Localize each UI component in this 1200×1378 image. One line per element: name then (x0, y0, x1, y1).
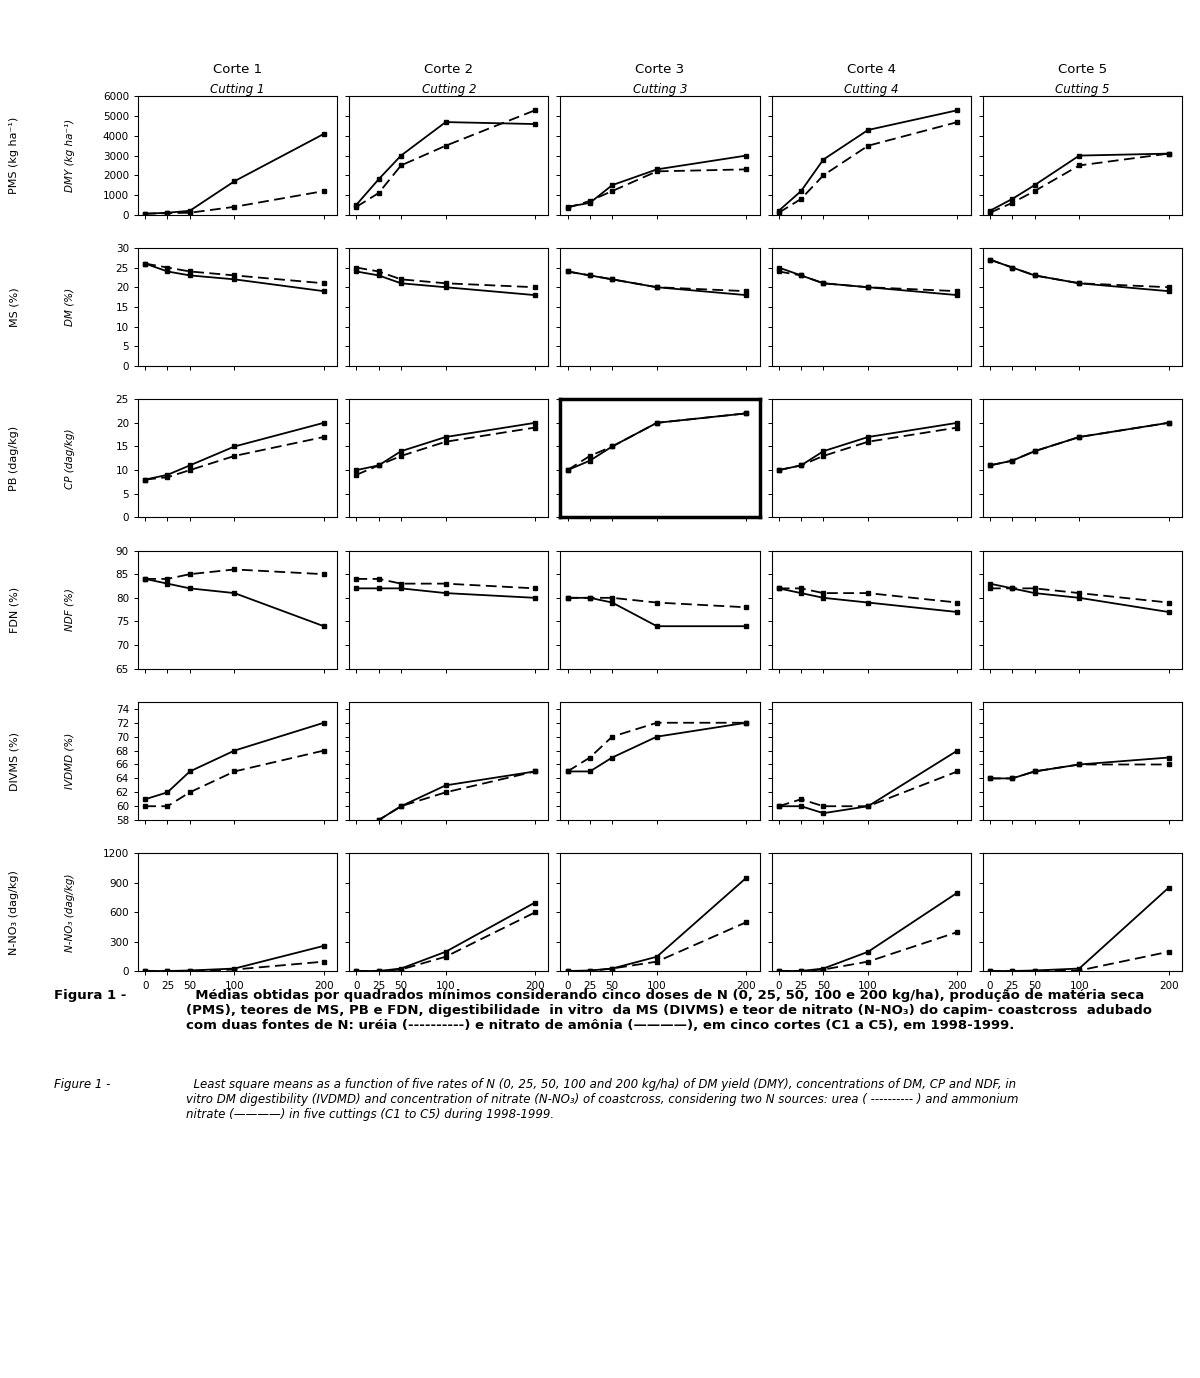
Text: Cutting 3: Cutting 3 (632, 84, 688, 96)
Text: DMY (kg ha⁻¹): DMY (kg ha⁻¹) (65, 119, 74, 192)
Text: PMS (kg ha⁻¹): PMS (kg ha⁻¹) (10, 117, 19, 194)
Text: IVDMD (%): IVDMD (%) (65, 733, 74, 790)
Text: Corte 1: Corte 1 (214, 63, 262, 76)
Text: Corte 5: Corte 5 (1058, 63, 1106, 76)
Text: DIVMS (%): DIVMS (%) (10, 732, 19, 791)
Text: NDF (%): NDF (%) (65, 588, 74, 631)
Text: Corte 2: Corte 2 (425, 63, 473, 76)
Text: Corte 3: Corte 3 (636, 63, 684, 76)
Text: N-NO₃ (dag/kg): N-NO₃ (dag/kg) (65, 874, 74, 952)
Text: Cutting 1: Cutting 1 (210, 84, 265, 96)
Text: Figure 1 -: Figure 1 - (54, 1078, 110, 1090)
Text: Figura 1 -: Figura 1 - (54, 989, 126, 1002)
Text: Cutting 4: Cutting 4 (844, 84, 899, 96)
Text: Cutting 2: Cutting 2 (421, 84, 476, 96)
Text: N-NO₃ (dag/kg): N-NO₃ (dag/kg) (10, 870, 19, 955)
Text: MS (%): MS (%) (10, 287, 19, 327)
Text: PB (dag/kg): PB (dag/kg) (10, 426, 19, 491)
Text: Médias obtidas por quadrados mínimos considerando cinco doses de N (0, 25, 50, 1: Médias obtidas por quadrados mínimos con… (186, 989, 1152, 1032)
Text: CP (dag/kg): CP (dag/kg) (65, 429, 74, 489)
Text: Corte 4: Corte 4 (847, 63, 895, 76)
Text: DM (%): DM (%) (65, 288, 74, 327)
Text: Least square means as a function of five rates of N (0, 25, 50, 100 and 200 kg/h: Least square means as a function of five… (186, 1078, 1019, 1120)
Text: Cutting 5: Cutting 5 (1055, 84, 1110, 96)
Text: FDN (%): FDN (%) (10, 587, 19, 633)
